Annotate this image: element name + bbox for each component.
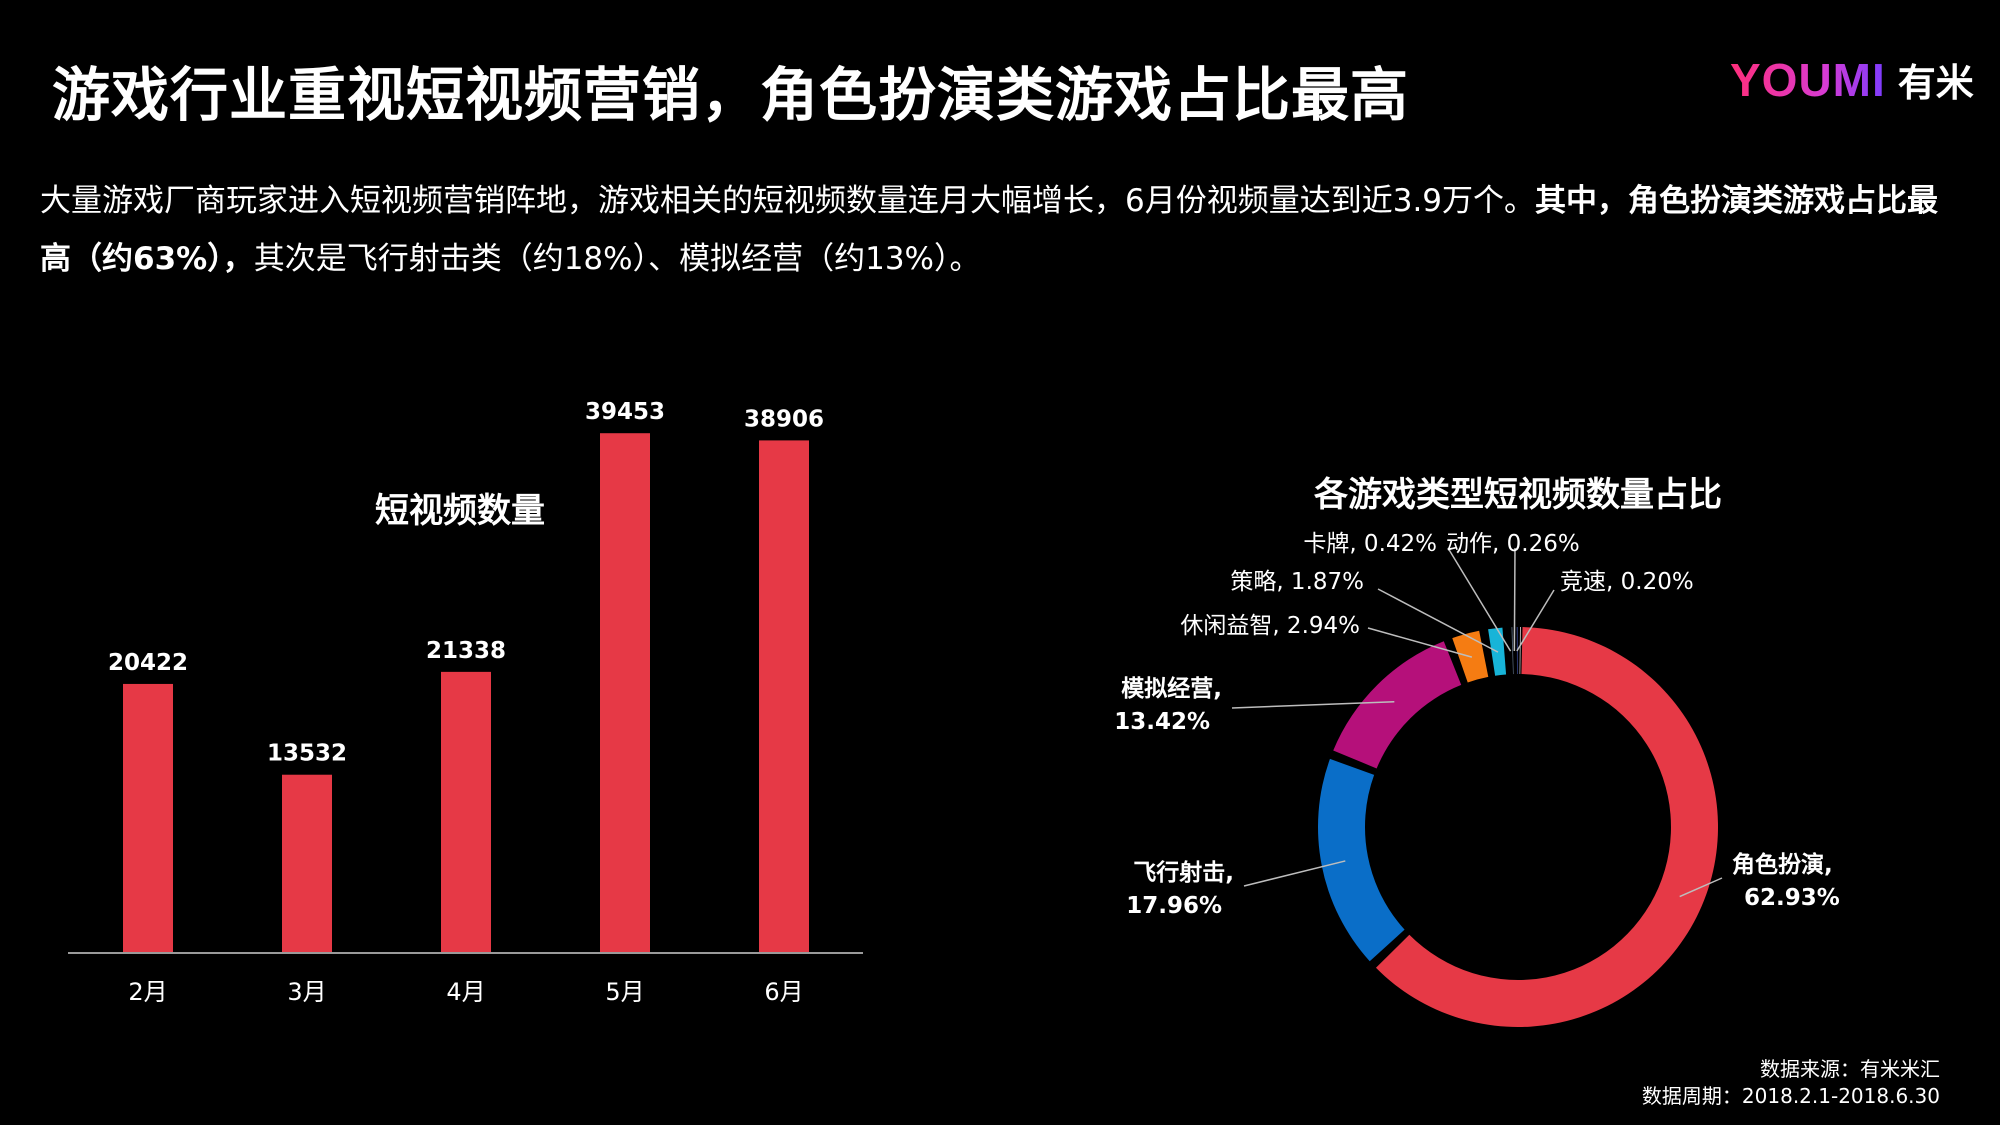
bar-value-label: 13532	[267, 741, 347, 767]
slice-label: 竞速, 0.20%	[1560, 569, 1694, 595]
slice-label: 策略, 1.87%	[1230, 569, 1364, 595]
bar-value-label: 38906	[744, 406, 824, 432]
x-tick-label: 5月	[605, 978, 644, 1006]
leader-line	[1516, 589, 1555, 652]
intro-text-1: 大量游戏厂商玩家进入短视频营销阵地，游戏相关的短视频数量连月大幅增长，6月份视频…	[40, 183, 1536, 219]
leader-line	[1243, 860, 1346, 887]
x-tick-label: 4月	[446, 978, 485, 1006]
intro-text-bold: 其中，角色扮演类游戏占比最高（约63%），	[40, 183, 1939, 277]
bar-3	[441, 671, 491, 953]
intro-paragraph: 大量游戏厂商玩家进入短视频营销阵地，游戏相关的短视频数量连月大幅增长，6月份视频…	[40, 172, 1940, 288]
intro-text-2: 其次是飞行射击类（约18%）、模拟经营（约13%）。	[253, 241, 981, 277]
bar-value-label: 39453	[585, 399, 665, 425]
slice-label: 飞行射击,	[1133, 859, 1234, 886]
x-tick-label: 6月	[764, 978, 803, 1006]
logo-mark: YOUMI	[1730, 53, 1886, 106]
bar-chart-title: 短视频数量	[375, 491, 545, 531]
slice-label: 休闲益智, 2.94%	[1180, 613, 1360, 639]
page-title: 游戏行业重视短视频营销，角色扮演类游戏占比最高	[52, 61, 1410, 129]
bar-5	[759, 440, 809, 953]
bar-chart: 短视频数量 20422 2月 13532 3月 21338 4月 39453 5月 38906 6月	[68, 399, 863, 1006]
donut-slice-3	[1333, 641, 1462, 769]
leader-line	[1367, 627, 1473, 658]
bar-4	[600, 433, 650, 953]
bar-value-label: 21338	[426, 638, 506, 664]
slice-value-label: 17.96%	[1126, 893, 1222, 919]
slice-label: 角色扮演,	[1732, 851, 1833, 878]
bar-1	[123, 683, 173, 953]
x-tick-label: 3月	[287, 978, 326, 1006]
donut-slice-2	[1318, 758, 1405, 962]
slice-label: 卡牌, 0.42%	[1303, 531, 1437, 557]
leader-line	[1447, 547, 1512, 652]
leader-line	[1377, 588, 1499, 653]
donut-slice-1	[1375, 627, 1718, 1027]
bar-value-label: 20422	[108, 650, 188, 676]
data-source: 数据来源：有米米汇 数据周期：2018.2.1-2018.6.30	[1642, 1056, 1940, 1110]
slice-value-label: 62.93%	[1744, 885, 1840, 911]
x-tick-label: 2月	[128, 978, 167, 1006]
leader-line	[1679, 877, 1723, 898]
bar-2	[282, 774, 332, 953]
leader-line	[1231, 701, 1395, 709]
slice-label: 模拟经营,	[1121, 675, 1222, 702]
source-line: 数据来源：有米米汇	[1760, 1057, 1940, 1081]
donut-chart-title: 各游戏类型短视频数量占比	[1314, 475, 1722, 515]
donut-slice-6	[1511, 627, 1514, 675]
leader-line	[1513, 547, 1516, 652]
donut-slice-8	[1519, 627, 1521, 675]
slice-label: 动作, 0.26%	[1446, 531, 1580, 557]
period-line: 数据周期：2018.2.1-2018.6.30	[1641, 1084, 1940, 1108]
slice-value-label: 13.42%	[1114, 709, 1210, 735]
logo-text: 有米	[1897, 63, 1974, 105]
brand-logo: YOUMI 有米	[1730, 52, 1974, 107]
